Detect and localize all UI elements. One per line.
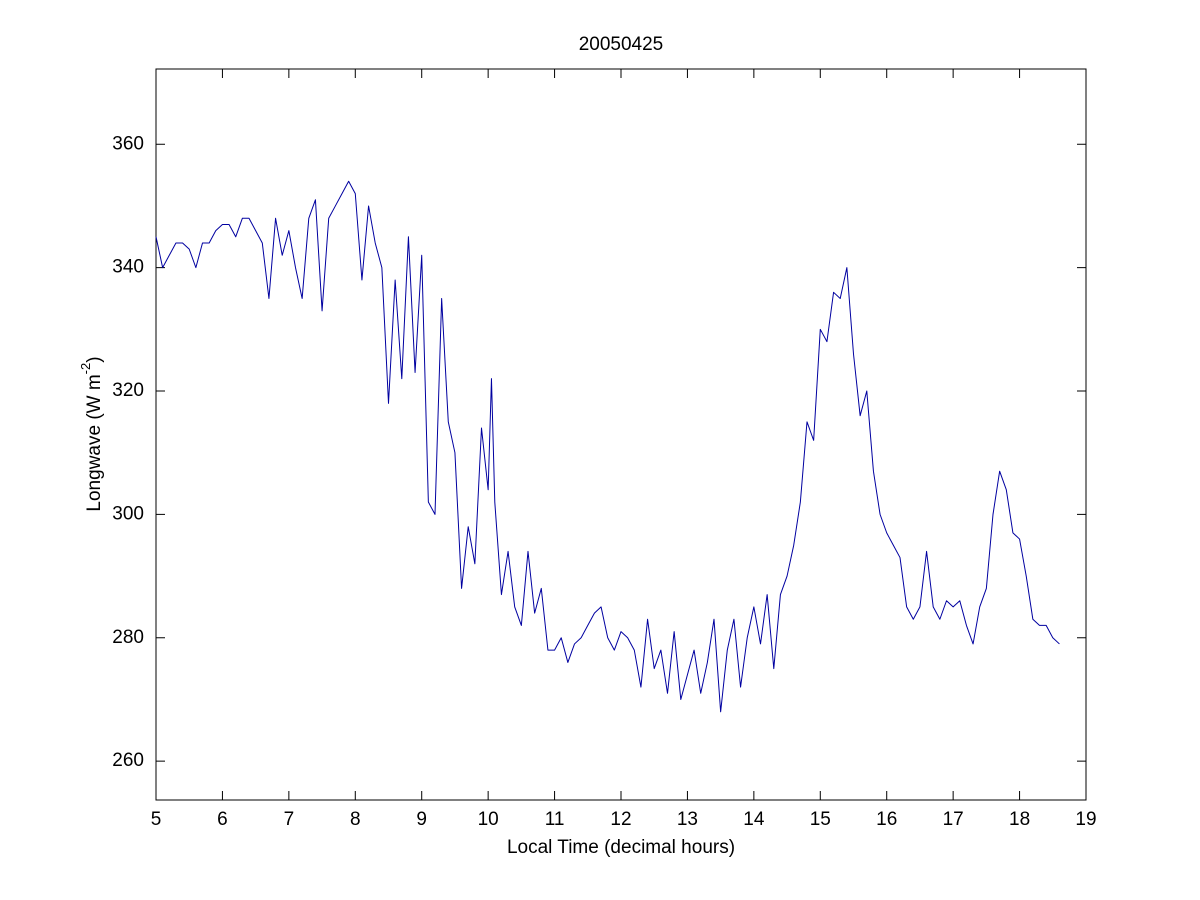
y-tick-label: 280: [112, 627, 144, 648]
y-axis-label: Longwave (W m-2): [78, 356, 105, 511]
x-tick-label: 19: [1075, 809, 1096, 830]
x-tick-label: 15: [810, 809, 831, 830]
y-axis-label-superscript: -2: [78, 363, 93, 375]
y-axis-label-text: ): [84, 356, 105, 362]
data-line: [155, 180, 1060, 713]
x-tick-label: 16: [876, 809, 897, 830]
x-tick-label: 14: [743, 809, 765, 830]
chart-title: 20050425: [579, 34, 664, 55]
x-axis-label: Local Time (decimal hours): [507, 837, 735, 858]
x-tick-label: 17: [943, 809, 964, 830]
x-tick-label: 10: [478, 809, 499, 830]
x-tick-label: 11: [545, 809, 565, 830]
x-tick-label: 18: [1009, 809, 1030, 830]
x-tick-label: 12: [610, 809, 631, 830]
y-tick-label: 340: [112, 257, 144, 278]
y-tick-label: 260: [112, 750, 144, 771]
x-tick-label: 8: [350, 809, 361, 830]
x-tick-label: 7: [284, 809, 295, 830]
plot-box: [155, 68, 1087, 801]
y-axis-label-text: Longwave (W m: [84, 374, 105, 511]
y-tick-label: 360: [112, 133, 144, 154]
y-tick-label: 300: [112, 503, 144, 524]
x-tick-label: 9: [416, 809, 427, 830]
y-tick-label: 320: [112, 380, 144, 401]
x-tick-label: 5: [151, 809, 162, 830]
x-tick-label: 13: [677, 809, 698, 830]
x-tick-label: 6: [217, 809, 228, 830]
